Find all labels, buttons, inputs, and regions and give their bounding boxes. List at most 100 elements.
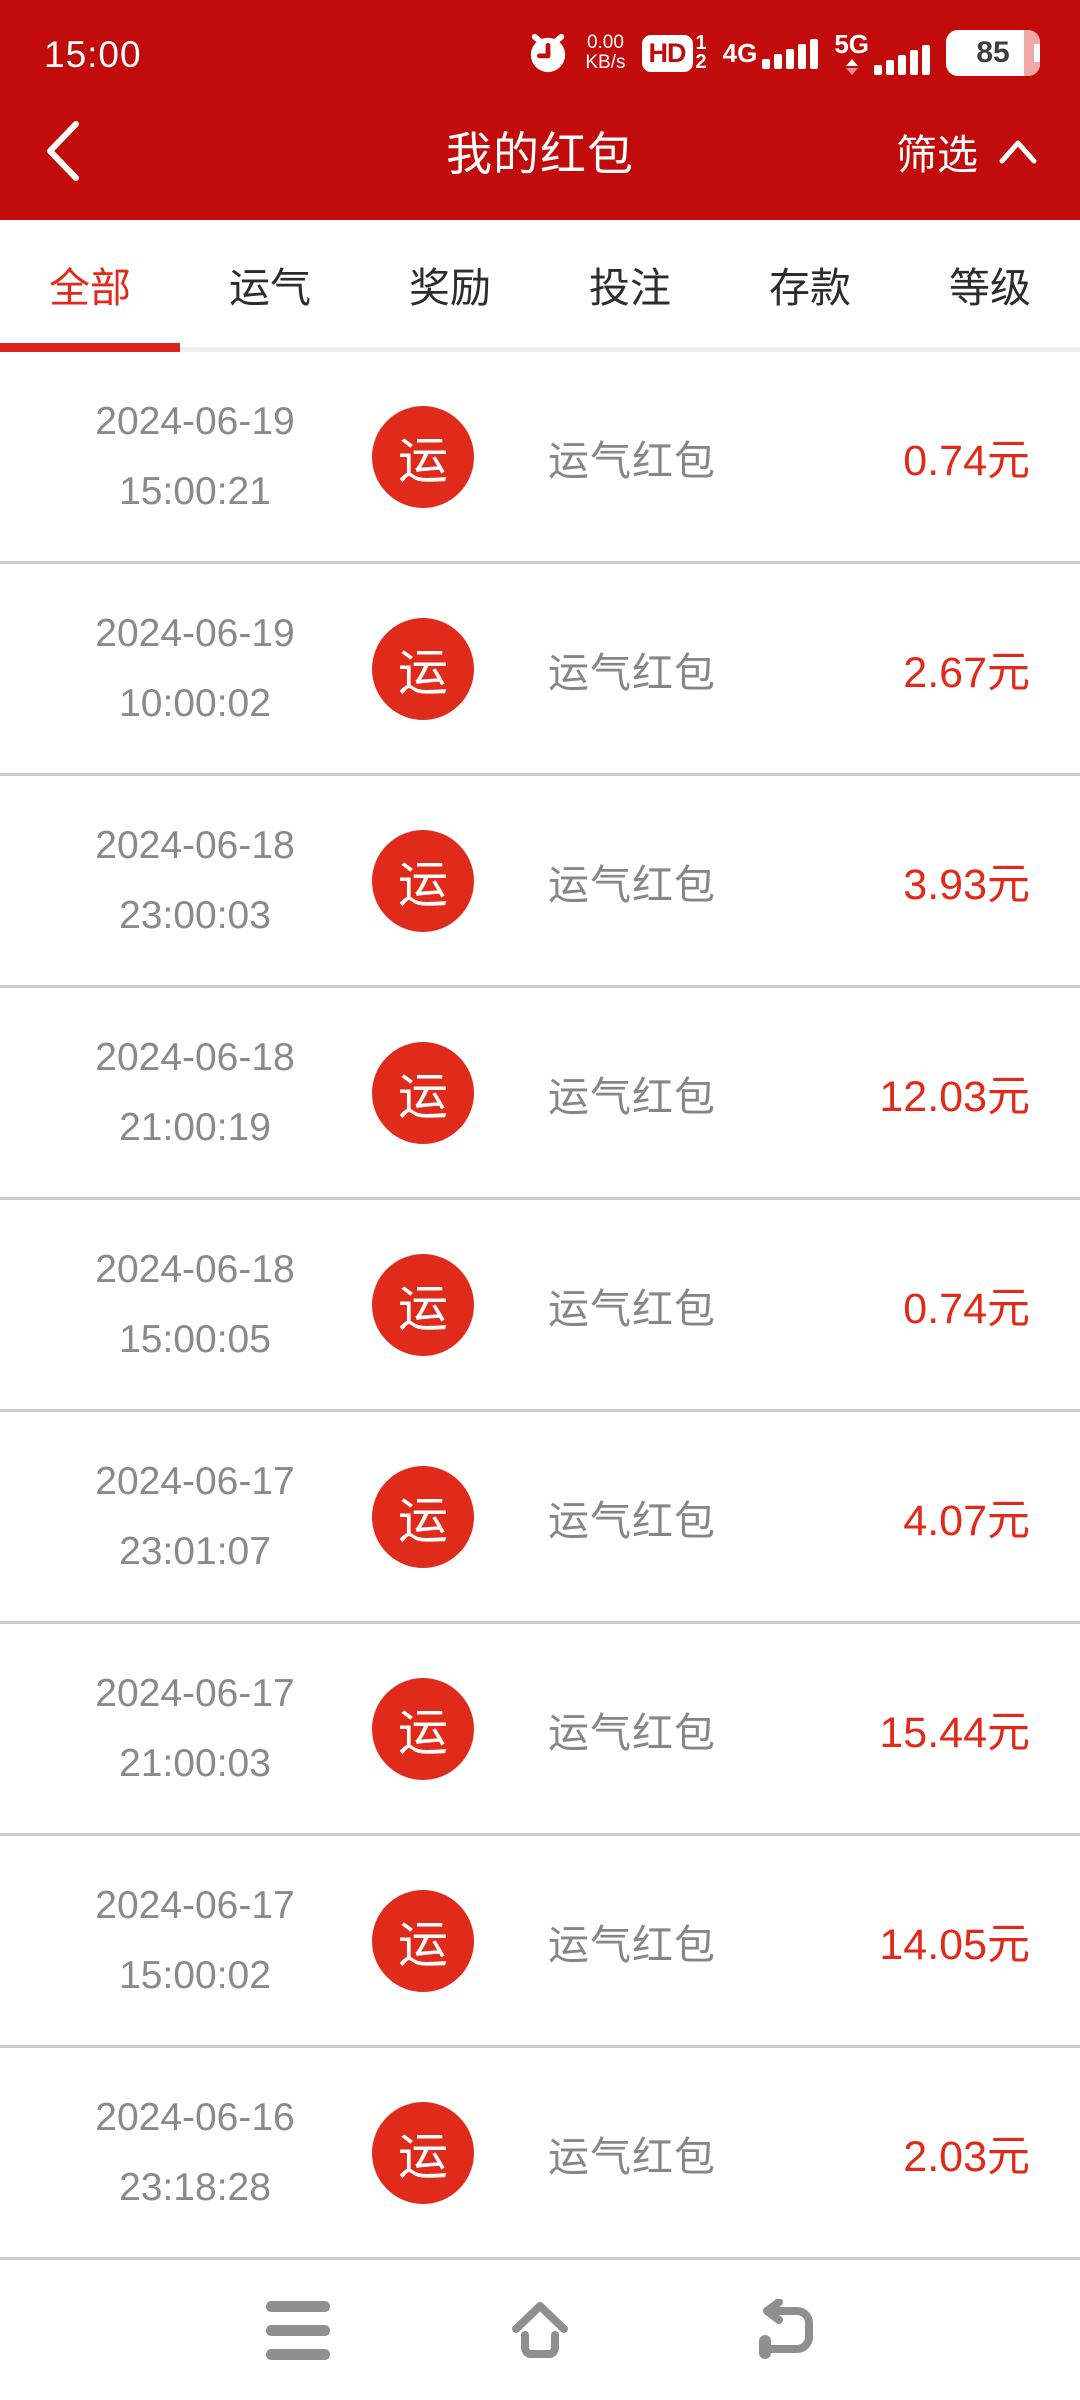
record-row[interactable]: 2024-06-17 23:01:07 运 运气红包 4.07元 bbox=[0, 1412, 1080, 1624]
volte-hd-indicator: HD 1 2 bbox=[641, 32, 707, 73]
record-type: 运气红包 bbox=[548, 1921, 716, 1968]
status-bar: 15:00 0.00 KB/s HD 1 2 4G bbox=[0, 0, 1080, 82]
record-amount: 4.07元 bbox=[903, 1496, 1030, 1545]
back-nav-button[interactable] bbox=[746, 2299, 818, 2361]
filter-label: 筛选 bbox=[896, 132, 978, 178]
data-activity-arrows-icon bbox=[845, 59, 858, 75]
tab-all[interactable]: 全部 bbox=[0, 220, 180, 352]
record-type: 运气红包 bbox=[548, 1497, 716, 1544]
hd-icon: HD bbox=[641, 34, 693, 72]
record-datetime: 2024-06-19 15:00:21 bbox=[30, 387, 360, 526]
record-row[interactable]: 2024-06-19 10:00:02 运 运气红包 2.67元 bbox=[0, 564, 1080, 776]
filter-button[interactable]: 筛选 bbox=[896, 121, 1040, 181]
network-speed-unit: KB/s bbox=[585, 52, 626, 73]
record-date: 2024-06-18 bbox=[95, 1036, 295, 1080]
android-nav-bar bbox=[0, 2260, 1080, 2400]
alarm-clock-icon bbox=[531, 33, 566, 73]
clock-time: 15:00 bbox=[44, 34, 142, 75]
back-chevron-icon bbox=[47, 121, 79, 181]
tab-luck[interactable]: 运气 bbox=[229, 264, 311, 311]
sim2-signal: 5G bbox=[834, 31, 930, 75]
sim2-network-type: 5G bbox=[834, 29, 869, 59]
record-time: 15:00:21 bbox=[119, 469, 271, 513]
record-amount: 12.03元 bbox=[879, 1072, 1030, 1121]
record-time: 23:00:03 bbox=[119, 893, 271, 937]
record-date: 2024-06-17 bbox=[95, 1460, 295, 1504]
luck-badge-icon: 运 bbox=[372, 1465, 474, 1568]
battery-icon: 85 bbox=[946, 30, 1040, 76]
record-time: 15:00:02 bbox=[119, 1953, 271, 1997]
record-amount: 15.44元 bbox=[879, 1708, 1030, 1757]
record-row[interactable]: 2024-06-17 21:00:03 运 运气红包 15.44元 bbox=[0, 1624, 1080, 1836]
luck-badge-icon: 运 bbox=[372, 617, 474, 720]
record-datetime: 2024-06-18 23:00:03 bbox=[30, 811, 360, 950]
network-speed: 0.00 KB/s bbox=[585, 33, 625, 73]
record-datetime: 2024-06-18 21:00:19 bbox=[30, 1023, 360, 1162]
luck-badge-icon: 运 bbox=[372, 405, 474, 508]
sim1-network-type: 4G bbox=[722, 37, 758, 68]
sim1-signal-bars-icon bbox=[762, 38, 819, 69]
record-date: 2024-06-18 bbox=[95, 1248, 295, 1292]
luck-badge-icon: 运 bbox=[372, 1041, 474, 1144]
record-datetime: 2024-06-17 23:01:07 bbox=[30, 1447, 360, 1586]
tab-bet[interactable]: 投注 bbox=[589, 264, 671, 311]
filter-tabs: 全部 运气 奖励 投注 存款 等级 bbox=[0, 220, 1080, 352]
record-datetime: 2024-06-17 15:00:02 bbox=[30, 1871, 360, 2010]
page-title: 我的红包 bbox=[446, 128, 634, 180]
record-date: 2024-06-19 bbox=[95, 400, 295, 444]
record-list: 2024-06-19 15:00:21 运 运气红包 0.74元 2024-06… bbox=[0, 352, 1080, 2260]
top-red-block: 15:00 0.00 KB/s HD 1 2 4G bbox=[0, 0, 1080, 220]
battery-level: 85 bbox=[976, 36, 1010, 69]
luck-badge-icon: 运 bbox=[372, 2101, 474, 2204]
record-date: 2024-06-17 bbox=[95, 1672, 295, 1716]
record-row[interactable]: 2024-06-17 15:00:02 运 运气红包 14.05元 bbox=[0, 1836, 1080, 2048]
record-type: 运气红包 bbox=[548, 1285, 716, 1332]
record-datetime: 2024-06-17 21:00:03 bbox=[30, 1659, 360, 1798]
luck-badge-icon: 运 bbox=[372, 829, 474, 932]
return-icon bbox=[759, 2299, 813, 2359]
record-type: 运气红包 bbox=[548, 1073, 716, 1120]
record-date: 2024-06-16 bbox=[95, 2096, 295, 2140]
record-type: 运气红包 bbox=[548, 861, 716, 908]
tab-reward[interactable]: 奖励 bbox=[409, 264, 491, 311]
luck-badge-icon: 运 bbox=[372, 1889, 474, 1992]
record-time: 23:18:28 bbox=[119, 2165, 271, 2209]
record-type: 运气红包 bbox=[548, 2133, 716, 2180]
home-button[interactable] bbox=[504, 2299, 576, 2361]
record-amount: 3.93元 bbox=[903, 860, 1030, 909]
tab-level[interactable]: 等级 bbox=[949, 264, 1031, 311]
luck-badge-icon: 运 bbox=[372, 1253, 474, 1356]
record-type: 运气红包 bbox=[548, 649, 716, 696]
record-datetime: 2024-06-19 10:00:02 bbox=[30, 599, 360, 738]
record-date: 2024-06-18 bbox=[95, 824, 295, 868]
record-amount: 0.74元 bbox=[903, 436, 1030, 485]
recents-button[interactable] bbox=[262, 2299, 334, 2361]
sim2-signal-bars-icon bbox=[874, 45, 930, 75]
record-datetime: 2024-06-18 15:00:05 bbox=[30, 1235, 360, 1374]
record-time: 21:00:03 bbox=[119, 1741, 271, 1785]
luck-badge-icon: 运 bbox=[372, 1677, 474, 1780]
record-amount: 2.67元 bbox=[903, 648, 1030, 697]
menu-icon bbox=[266, 2300, 330, 2360]
record-datetime: 2024-06-16 23:18:28 bbox=[30, 2083, 360, 2222]
hd-sim2-label: 2 bbox=[695, 51, 707, 73]
record-row[interactable]: 2024-06-16 23:18:28 运 运气红包 2.03元 bbox=[0, 2048, 1080, 2260]
record-date: 2024-06-19 bbox=[95, 612, 295, 656]
record-row[interactable]: 2024-06-18 21:00:19 运 运气红包 12.03元 bbox=[0, 988, 1080, 1200]
home-icon bbox=[512, 2302, 568, 2358]
record-row[interactable]: 2024-06-18 15:00:05 运 运气红包 0.74元 bbox=[0, 1200, 1080, 1412]
record-row[interactable]: 2024-06-18 23:00:03 运 运气红包 3.93元 bbox=[0, 776, 1080, 988]
back-button[interactable] bbox=[40, 116, 100, 186]
record-date: 2024-06-17 bbox=[95, 1884, 295, 1928]
chevron-up-icon bbox=[999, 140, 1037, 164]
record-row[interactable]: 2024-06-19 15:00:21 运 运气红包 0.74元 bbox=[0, 352, 1080, 564]
record-time: 15:00:05 bbox=[119, 1317, 271, 1361]
record-amount: 2.03元 bbox=[903, 2132, 1030, 2181]
record-time: 21:00:19 bbox=[119, 1105, 271, 1149]
record-amount: 0.74元 bbox=[903, 1284, 1030, 1333]
app-bar: 我的红包 筛选 bbox=[0, 82, 1080, 220]
status-icons: 0.00 KB/s HD 1 2 4G 5G bbox=[527, 30, 1040, 76]
record-amount: 14.05元 bbox=[879, 1920, 1030, 1969]
tab-deposit[interactable]: 存款 bbox=[769, 264, 851, 311]
hd-sim1-label: 1 bbox=[695, 32, 707, 54]
